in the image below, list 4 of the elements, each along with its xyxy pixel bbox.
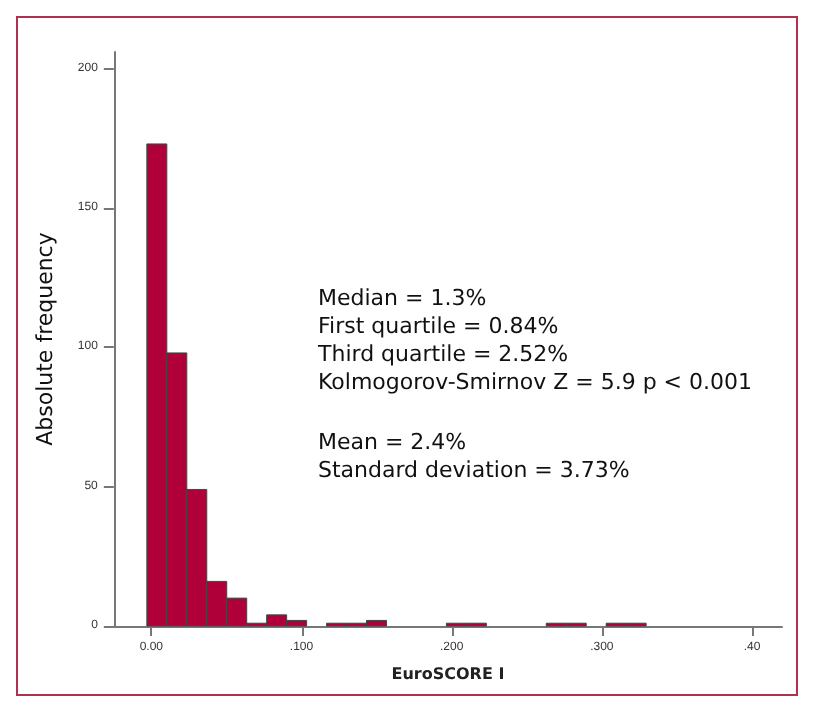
y-axis-title: Absolute frequency [32, 231, 58, 446]
annotation: Mean = 2.4% Standard deviation = 3.73% [318, 429, 630, 483]
annotation: Median = 1.3% First quartile = 0.84% Third quartile = 2.52% Kolmogorov-Smirnov Z = 5.9 p < 0.001 [316, 285, 753, 395]
x-axis-title: EuroSCORE I [391, 665, 505, 683]
